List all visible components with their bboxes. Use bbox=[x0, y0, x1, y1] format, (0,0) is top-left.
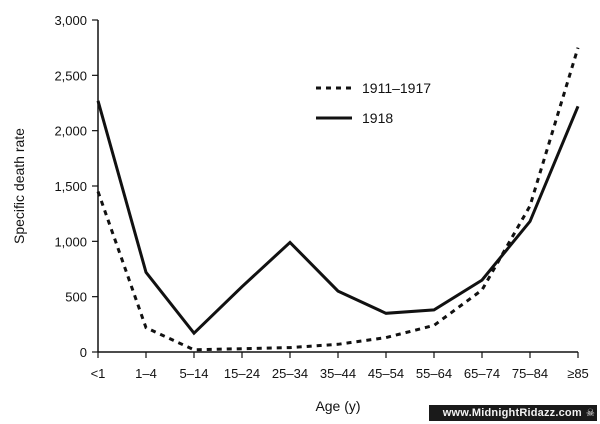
series-line-1918 bbox=[96, 100, 580, 336]
x-tick-label: 5–14 bbox=[180, 366, 209, 381]
x-axis-title: Age (y) bbox=[315, 398, 360, 414]
y-tick-label: 0 bbox=[80, 345, 87, 360]
x-ticks: <1 1–4 5–14 15–24 25–34 35–44 45–54 55–64 65–74 7… bbox=[91, 352, 589, 381]
x-tick-label: 1–4 bbox=[135, 366, 157, 381]
x-tick-label: <1 bbox=[91, 366, 106, 381]
watermark-text: www.MidnightRidazz.com bbox=[442, 407, 582, 419]
y-ticks: 0 500 1,000 1,500 2,000 2,500 3,000 bbox=[54, 13, 98, 360]
y-tick-label: 1,500 bbox=[54, 179, 87, 194]
y-tick-label: 2,500 bbox=[54, 68, 87, 83]
x-tick-label: 55–64 bbox=[416, 366, 452, 381]
watermark: www.MidnightRidazz.com ☠ bbox=[429, 405, 597, 421]
x-tick-label: 45–54 bbox=[368, 366, 404, 381]
x-tick-label: 65–74 bbox=[464, 366, 500, 381]
y-tick-label: 3,000 bbox=[54, 13, 87, 28]
y-tick-label: 500 bbox=[65, 290, 87, 305]
x-tick-label: 15–24 bbox=[224, 366, 260, 381]
legend: 1911–1917 1918 bbox=[316, 80, 431, 126]
y-axis-title: Specific death rate bbox=[11, 128, 27, 244]
x-tick-label: 75–84 bbox=[512, 366, 548, 381]
legend-label-1918: 1918 bbox=[362, 110, 393, 126]
y-tick-label: 1,000 bbox=[54, 234, 87, 249]
skull-icon: ☠ bbox=[585, 408, 595, 419]
x-tick-label: 35–44 bbox=[320, 366, 356, 381]
y-tick-label: 2,000 bbox=[54, 124, 87, 139]
legend-label-1911-1917: 1911–1917 bbox=[362, 80, 431, 96]
x-tick-label: ≥85 bbox=[567, 366, 589, 381]
series-group bbox=[96, 47, 580, 352]
x-tick-label: 25–34 bbox=[272, 366, 308, 381]
